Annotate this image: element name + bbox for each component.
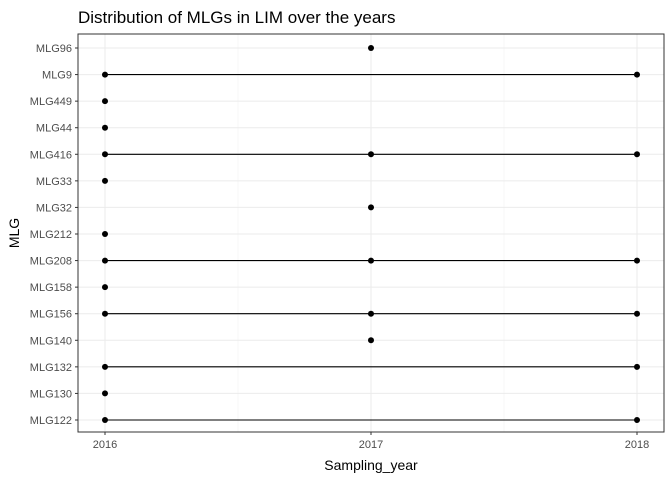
y-axis: MLG122 MLG130 MLG132 MLG140 MLG156 MLG158 MLG2… bbox=[30, 43, 78, 427]
y-tick-label: MLG130 bbox=[30, 388, 72, 400]
x-tick-label: 2016 bbox=[93, 439, 117, 451]
y-tick-label: MLG156 bbox=[30, 309, 72, 321]
y-tick-label: MLG32 bbox=[36, 202, 72, 214]
point-mlg132-2016 bbox=[102, 363, 108, 370]
point-mlg208-2018 bbox=[634, 257, 640, 264]
chart-title: Distribution of MLGs in LIM over the yea… bbox=[78, 8, 395, 27]
y-tick-label: MLG132 bbox=[30, 362, 72, 374]
point-mlg208-2017 bbox=[368, 257, 374, 264]
y-tick-label: MLG33 bbox=[36, 176, 72, 188]
x-tick-label: 2018 bbox=[625, 439, 649, 451]
y-tick-label: MLG449 bbox=[30, 96, 72, 108]
grid-lines bbox=[78, 34, 664, 432]
point-mlg122-2018 bbox=[634, 417, 640, 423]
y-tick-label: MLG122 bbox=[30, 415, 72, 427]
point-mlg9-2018 bbox=[634, 71, 640, 78]
y-tick-label: MLG208 bbox=[30, 256, 72, 268]
point-mlg33-2016 bbox=[102, 177, 108, 184]
point-mlg208-2016 bbox=[102, 257, 108, 264]
point-mlg416-2017 bbox=[368, 151, 374, 158]
point-mlg32-2017 bbox=[368, 204, 374, 211]
y-tick-label: MLG9 bbox=[42, 70, 72, 82]
point-mlg9-2016 bbox=[102, 71, 108, 78]
y-tick-label: MLG96 bbox=[36, 43, 72, 55]
y-tick-label: MLG140 bbox=[30, 335, 72, 347]
x-axis-title: Sampling_year bbox=[324, 457, 418, 473]
x-axis: 2016 2017 2018 bbox=[93, 432, 649, 451]
y-tick-label: MLG416 bbox=[30, 149, 72, 161]
series-points bbox=[102, 45, 640, 423]
point-mlg44-2016 bbox=[102, 124, 108, 131]
point-mlg416-2018 bbox=[634, 151, 640, 158]
point-mlg416-2016 bbox=[102, 151, 108, 158]
point-mlg212-2016 bbox=[102, 231, 108, 237]
x-tick-label: 2017 bbox=[359, 439, 383, 451]
point-mlg156-2018 bbox=[634, 310, 640, 317]
point-mlg122-2016 bbox=[102, 417, 108, 423]
point-mlg156-2017 bbox=[368, 310, 374, 317]
point-mlg158-2016 bbox=[102, 284, 108, 291]
point-mlg140-2017 bbox=[368, 337, 374, 344]
point-mlg132-2018 bbox=[634, 363, 640, 370]
point-mlg130-2016 bbox=[102, 390, 108, 397]
point-mlg96-2017 bbox=[368, 45, 374, 51]
y-tick-label: MLG158 bbox=[30, 282, 72, 294]
point-mlg156-2016 bbox=[102, 310, 108, 317]
point-mlg449-2016 bbox=[102, 98, 108, 105]
y-tick-label: MLG44 bbox=[36, 123, 72, 135]
y-axis-title: MLG bbox=[6, 218, 22, 248]
y-tick-label: MLG212 bbox=[30, 229, 72, 241]
